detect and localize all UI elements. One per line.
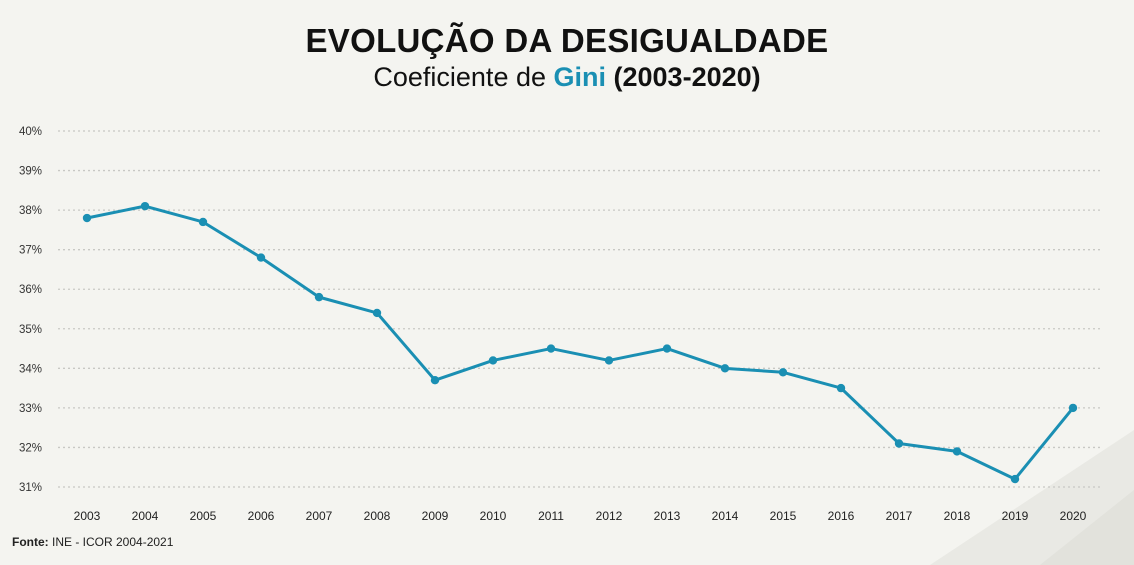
x-tick-label: 2012 [596, 509, 623, 523]
data-point-2020 [1068, 403, 1078, 413]
data-point-2007 [314, 292, 324, 302]
x-tick-label: 2006 [248, 509, 275, 523]
data-point-2019 [1010, 474, 1020, 484]
x-tick-label: 2014 [712, 509, 739, 523]
data-point-2017 [894, 439, 904, 448]
x-tick-label: 2007 [306, 509, 333, 523]
data-point-2011 [546, 344, 556, 353]
x-tick-label: 2018 [944, 509, 971, 523]
data-point-2009 [430, 376, 440, 385]
x-tick-label: 2008 [364, 509, 391, 523]
chart-title: EVOLUÇÃO DA DESIGUALDADE [305, 22, 829, 59]
data-point-2016 [836, 383, 846, 393]
chart-subtitle: Coeficiente de Gini (2003-2020) [0, 62, 1134, 93]
x-tick-label: 2020 [1060, 509, 1087, 523]
x-axis-ticks: 2003 2004 2005 2006 2007 2008 2009 2010 2011 2012… [74, 509, 1087, 523]
y-tick-label: 39% [19, 166, 42, 178]
series-line-gini [86, 204, 1075, 481]
data-point-2015 [778, 368, 788, 377]
data-point-2012 [604, 356, 614, 365]
source-text: INE - ICOR 2004-2021 [52, 535, 174, 549]
x-tick-label: 2009 [422, 509, 449, 523]
data-point-2003 [82, 213, 92, 223]
x-tick-label: 2017 [886, 509, 913, 523]
subtitle-years: (2003-2020) [613, 62, 761, 92]
y-tick-label: 40% [19, 126, 42, 138]
y-tick-label: 31% [19, 482, 42, 494]
data-point-2013 [662, 344, 672, 353]
x-tick-label: 2005 [190, 509, 217, 523]
data-point-2004 [140, 201, 150, 211]
source-note: Fonte: INE - ICOR 2004-2021 [12, 535, 173, 549]
x-tick-label: 2015 [770, 509, 797, 523]
y-tick-label: 33% [19, 403, 42, 415]
x-tick-label: 2011 [538, 509, 564, 523]
y-tick-label: 35% [19, 324, 42, 336]
data-point-2005 [198, 217, 208, 227]
grid-lines [58, 130, 1102, 488]
data-point-2018 [952, 447, 962, 456]
y-tick-label: 37% [19, 245, 42, 257]
data-point-2008 [372, 308, 382, 318]
subtitle-highlight: Gini [553, 62, 607, 92]
y-tick-label: 36% [19, 284, 42, 296]
x-tick-label: 2010 [480, 509, 507, 523]
data-point-2014 [720, 364, 730, 373]
data-points [82, 201, 1078, 484]
x-tick-label: 2019 [1002, 509, 1029, 523]
data-point-2006 [256, 253, 266, 262]
x-tick-label: 2004 [132, 509, 159, 523]
y-tick-label: 38% [19, 205, 42, 217]
y-tick-label: 32% [19, 442, 42, 454]
subtitle-prefix: Coeficiente de [373, 62, 554, 92]
x-tick-label: 2013 [654, 509, 681, 523]
y-axis-ticks: 31% 32% 33% 34% 35% 36% 37% 38% 39% 40% [19, 126, 42, 494]
x-tick-label: 2016 [828, 509, 855, 523]
background-decoration [1040, 490, 1134, 565]
data-point-2010 [488, 356, 498, 365]
y-tick-label: 34% [19, 363, 42, 375]
x-tick-label: 2003 [74, 509, 101, 523]
source-label: Fonte: [12, 535, 49, 549]
